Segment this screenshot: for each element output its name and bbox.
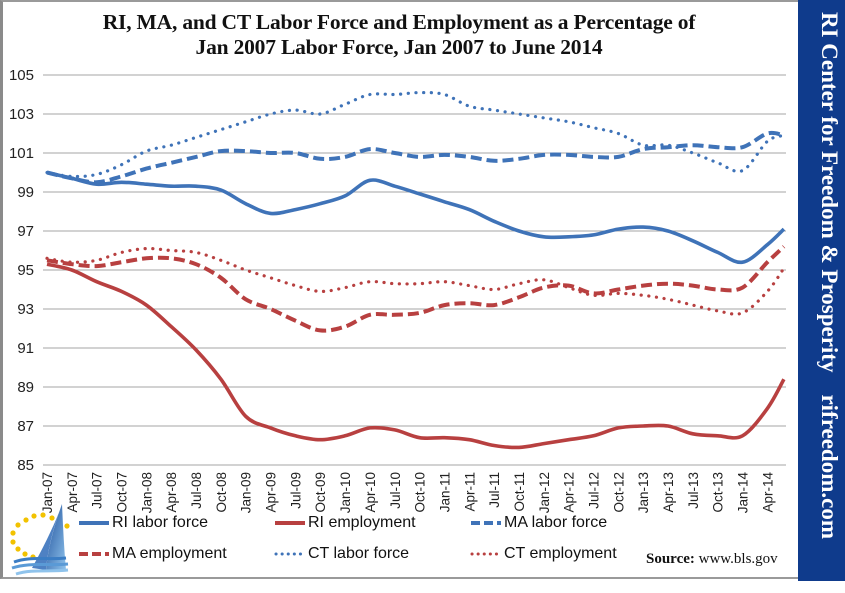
- sidebar-banner: RI Center for Freedom & Prosperity rifree…: [798, 0, 845, 581]
- x-tick-label: Oct-07: [115, 472, 130, 513]
- y-tick-label: 99: [17, 184, 34, 201]
- series-line-ma-labor-force: [46, 130, 785, 185]
- series-line-ct-labor-force: [45, 90, 786, 179]
- series-line-ma-employment: [46, 245, 786, 333]
- y-tick-label: 95: [17, 262, 34, 279]
- x-tick-label: Oct-13: [711, 472, 726, 513]
- sidebar-website[interactable]: rifreedom.com: [817, 394, 842, 539]
- x-tick-label: Jan-11: [437, 472, 452, 512]
- y-tick-label: 91: [17, 340, 34, 357]
- y-tick-label: 89: [17, 379, 34, 396]
- legend-label: CT employment: [504, 545, 617, 562]
- x-tick-label: Oct-10: [413, 472, 428, 513]
- y-tick-label: 87: [17, 418, 34, 435]
- x-tick-label: Jan-07: [40, 472, 55, 513]
- gridlines: [43, 74, 786, 466]
- x-tick-label: Apr-13: [661, 472, 676, 513]
- legend-swatch-solid-red-icon: [275, 520, 305, 525]
- series-line-ct-employment: [45, 246, 786, 316]
- x-tick-label: Jan-09: [239, 472, 254, 513]
- x-tick-label: Oct-08: [214, 472, 229, 513]
- line-chart: 85 87 89 91 93 95 97 99 101 103 105 Jan-07 Apr-07 Ju…: [9, 67, 786, 514]
- source-url: www.bls.gov: [698, 551, 778, 567]
- legend-swatch-dashed-red-icon: [79, 551, 109, 556]
- x-tick-label: Oct-09: [313, 472, 328, 513]
- x-tick-label: Jul-07: [90, 472, 105, 509]
- legend-item-ma-employment: MA employment: [78, 545, 227, 563]
- x-tick-label: Jul-12: [586, 472, 601, 509]
- x-tick-label: Oct-11: [512, 472, 527, 512]
- legend-item-ct-employment: CT employment: [470, 545, 617, 563]
- x-tick-label: Jul-11: [487, 472, 502, 508]
- chart-title-line-2: Jan 2007 Labor Force, Jan 2007 to June 2…: [195, 35, 603, 59]
- legend-swatch-dashed-blue-icon: [471, 520, 501, 525]
- source-label: Source:: [646, 551, 695, 567]
- x-tick-label: Apr-12: [562, 472, 577, 513]
- y-tick-label: 93: [17, 301, 34, 318]
- sailboat-logo-icon: [10, 504, 70, 576]
- source-note: Source: www.bls.gov: [646, 551, 778, 568]
- x-tick-label: Jan-12: [537, 472, 552, 513]
- y-axis-ticks: 85 87 89 91 93 95 97 99 101 103 105: [9, 67, 34, 474]
- legend-label: MA employment: [112, 545, 227, 562]
- x-tick-label: Apr-10: [363, 472, 378, 513]
- sidebar-text: RI Center for Freedom & Prosperity rifree…: [814, 12, 844, 593]
- x-tick-label: Jul-10: [388, 472, 403, 509]
- legend-item-ma-labor-force: MA labor force: [470, 514, 607, 532]
- y-tick-label: 105: [9, 67, 34, 84]
- x-tick-label: Jan-14: [736, 472, 751, 514]
- x-tick-label: Oct-12: [611, 472, 626, 513]
- legend-label: MA labor force: [504, 514, 608, 531]
- legend-label: RI employment: [308, 514, 416, 531]
- series-lines: [45, 90, 786, 450]
- x-tick-label: Jan-10: [338, 472, 353, 513]
- y-tick-label: 101: [9, 145, 34, 162]
- x-tick-label: Jul-09: [288, 472, 303, 509]
- legend-label: CT labor force: [308, 545, 410, 562]
- rifreedom-logo: [2, 496, 80, 585]
- x-tick-label: Apr-09: [264, 472, 279, 513]
- y-tick-label: 103: [9, 106, 34, 123]
- series-line-ri-employment: [46, 262, 786, 450]
- x-tick-label: Jan-13: [636, 472, 651, 513]
- chart-title: RI, MA, and CT Labor Force and Employmen…: [0, 10, 798, 60]
- legend-item-ri-labor-force: RI labor force: [78, 514, 208, 532]
- x-tick-label: Jan-08: [139, 472, 154, 513]
- x-tick-label: Jul-08: [189, 472, 204, 509]
- legend-swatch-dotted-blue-icon: [274, 552, 307, 556]
- x-tick-label: Apr-11: [462, 472, 477, 512]
- series-line-ri-labor-force: [46, 170, 786, 265]
- x-tick-label: Apr-08: [164, 472, 179, 513]
- star-ring-icon: [10, 512, 70, 560]
- x-axis-ticks: Jan-07 Apr-07 Jul-07 Oct-07 Jan-08 Apr-08 Jul-…: [40, 472, 775, 514]
- y-tick-label: 97: [17, 223, 34, 240]
- chart-frame: [0, 0, 798, 579]
- x-tick-label: Apr-14: [760, 472, 775, 513]
- legend-swatch-solid-blue-icon: [79, 520, 109, 525]
- chart-title-line-1: RI, MA, and CT Labor Force and Employmen…: [102, 10, 696, 34]
- x-tick-label: Apr-07: [65, 472, 80, 513]
- legend-swatch-dotted-red-icon: [470, 552, 503, 556]
- sidebar-org-name: RI Center for Freedom & Prosperity: [817, 12, 842, 373]
- legend-item-ri-employment: RI employment: [274, 514, 416, 532]
- x-tick-label: Jul-13: [686, 472, 701, 509]
- y-tick-label: 85: [17, 457, 34, 474]
- legend-label: RI labor force: [112, 514, 209, 531]
- legend-item-ct-labor-force: CT labor force: [274, 545, 409, 563]
